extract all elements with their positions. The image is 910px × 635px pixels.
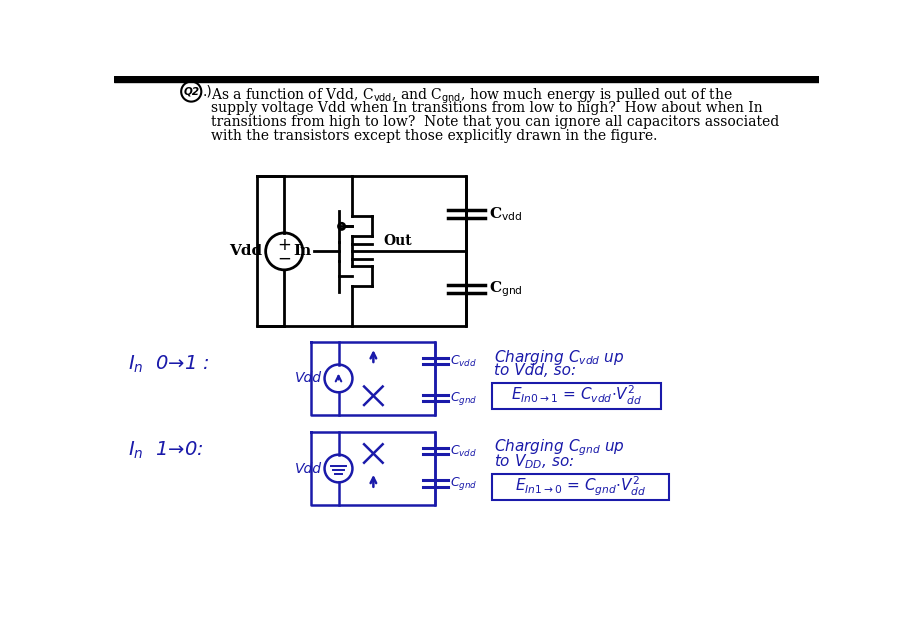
Text: to Vdd, so:: to Vdd, so: (493, 363, 576, 378)
Text: supply voltage Vdd when In transitions from low to high?  How about when In: supply voltage Vdd when In transitions f… (210, 101, 763, 115)
Text: Vdd: Vdd (295, 371, 322, 385)
Text: $I_n$  1→0:: $I_n$ 1→0: (127, 439, 203, 461)
Bar (492, 474, 669, 500)
Text: with the transistors except those explicitly drawn in the figure.: with the transistors except those explic… (210, 128, 657, 143)
Bar (492, 383, 661, 409)
Text: Vdd: Vdd (295, 462, 322, 476)
Text: Vdd: Vdd (229, 244, 263, 258)
Text: $E_{In0\to1}$ = $C_{vdd}$$\cdot$$V_{dd}^{2}$: $E_{In0\to1}$ = $C_{vdd}$$\cdot$$V_{dd}^… (511, 384, 642, 407)
Text: $C_{gnd}$: $C_{gnd}$ (450, 475, 478, 492)
Text: $C_{vdd}$: $C_{vdd}$ (450, 444, 477, 458)
Text: Charging $C_{gnd}$ up: Charging $C_{gnd}$ up (493, 438, 624, 458)
Text: As a function of Vdd, C$_{\rm vdd}$, and C$_{\rm gnd}$, how much energy is pulle: As a function of Vdd, C$_{\rm vdd}$, and… (210, 87, 733, 106)
Text: .): .) (202, 84, 212, 98)
Text: Out: Out (383, 234, 412, 248)
Text: $E_{In1\to0}$ = $C_{gnd}$$\cdot$$V_{dd}^{2}$: $E_{In1\to0}$ = $C_{gnd}$$\cdot$$V_{dd}^… (514, 475, 646, 498)
Text: transitions from high to low?  Note that you can ignore all capacitors associate: transitions from high to low? Note that … (210, 115, 779, 129)
Text: +: + (278, 236, 291, 254)
Text: Charging $C_{vdd}$ up: Charging $C_{vdd}$ up (493, 348, 624, 367)
Text: $I_n$  0→1 :: $I_n$ 0→1 : (127, 354, 209, 375)
Text: −: − (278, 250, 291, 267)
Text: C$_{\rm gnd}$: C$_{\rm gnd}$ (489, 279, 522, 298)
Text: $C_{gnd}$: $C_{gnd}$ (450, 389, 478, 406)
Text: Q2: Q2 (183, 86, 199, 97)
Text: C$_{\rm vdd}$: C$_{\rm vdd}$ (489, 205, 522, 223)
Bar (114, 76, 819, 81)
Text: In: In (293, 244, 311, 258)
Text: $C_{vdd}$: $C_{vdd}$ (450, 354, 477, 369)
Text: to $V_{DD}$, so:: to $V_{DD}$, so: (493, 452, 574, 471)
